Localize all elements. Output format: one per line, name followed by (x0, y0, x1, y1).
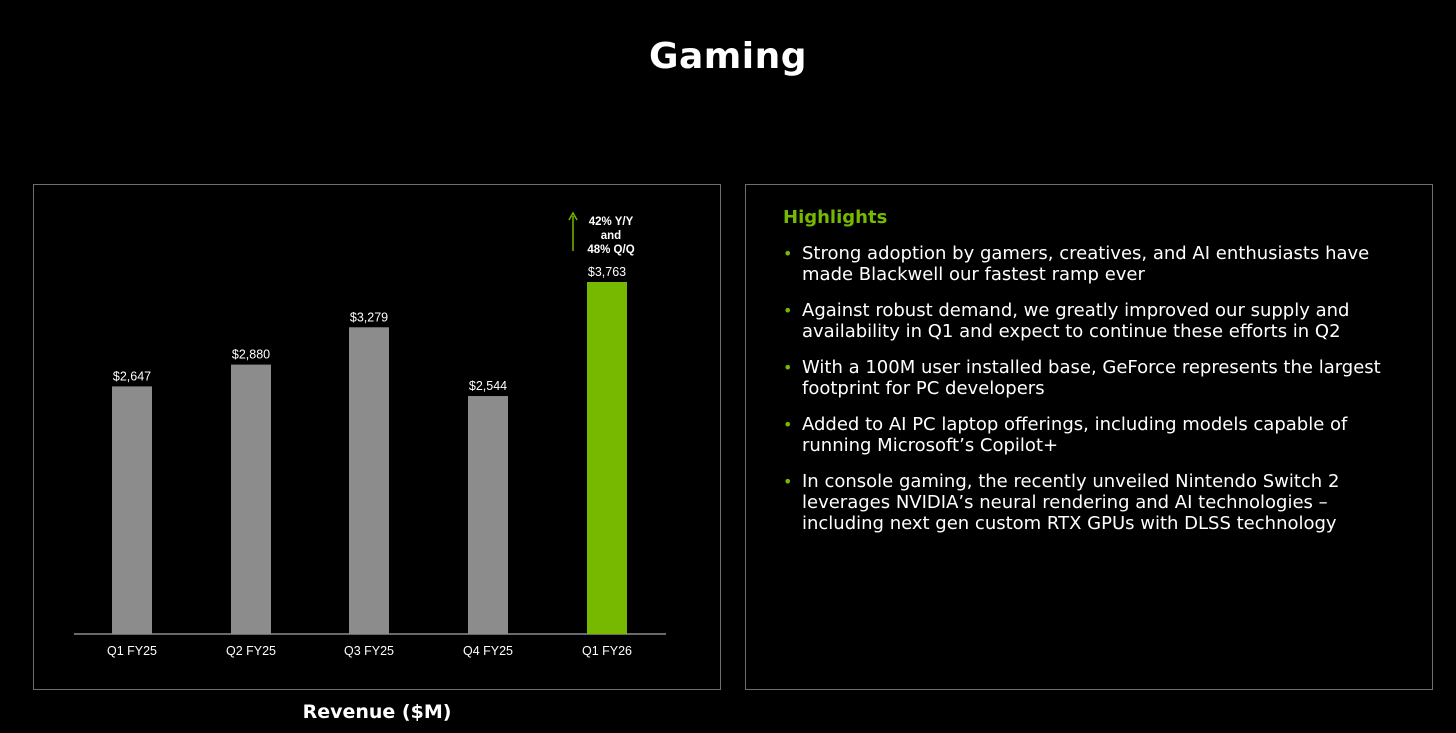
bullet-dot-icon: • (783, 472, 793, 491)
growth-annotation-line: and (601, 230, 621, 242)
growth-annotation-line: 48% Q/Q (587, 244, 634, 256)
highlight-text: With a 100M user installed base, GeForce… (802, 357, 1381, 399)
x-tick-label: Q3 FY25 (344, 644, 394, 658)
up-arrow-head-icon (568, 211, 578, 221)
bar-value-label: $2,544 (469, 379, 507, 393)
bullet-dot-icon: • (783, 301, 793, 320)
highlight-item: • In console gaming, the recently unveile… (783, 471, 1403, 534)
bullet-dot-icon: • (783, 244, 793, 263)
bar-value-label: $3,763 (588, 265, 626, 279)
bar (112, 386, 152, 634)
bar (231, 364, 271, 634)
bar (468, 396, 508, 634)
x-tick-label: Q2 FY25 (226, 644, 276, 658)
highlight-item: • Against robust demand, we greatly impro… (783, 300, 1403, 342)
x-tick-label: Q1 FY25 (107, 644, 157, 658)
x-tick-label: Q1 FY26 (582, 644, 632, 658)
highlights-panel: Highlights • Strong adoption by gamers, c… (745, 184, 1433, 690)
bullet-dot-icon: • (783, 358, 793, 377)
highlight-item: • Added to AI PC laptop offerings, includ… (783, 414, 1403, 456)
chart-panel: $2,647 Q1 FY25 $2,880 Q2 FY25 $3,279 Q3 FY25 $… (33, 184, 721, 690)
highlight-text: In console gaming, the recently unveiled… (802, 471, 1340, 534)
revenue-bar-chart: $2,647 Q1 FY25 $2,880 Q2 FY25 $3,279 Q3 FY25 $… (74, 211, 666, 658)
bullet-dot-icon: • (783, 415, 793, 434)
bar-value-label: $2,647 (113, 369, 151, 383)
page-title: Gaming (648, 36, 808, 77)
highlight-item: • Strong adoption by gamers, creatives, a… (783, 243, 1403, 285)
highlight-item: • With a 100M user installed base, GeForc… (783, 357, 1403, 399)
growth-annotation-line: 42% Y/Y (589, 216, 634, 228)
bar-value-label: $2,880 (232, 348, 270, 362)
highlight-text: Against robust demand, we greatly improv… (802, 300, 1350, 342)
bar (349, 327, 389, 634)
x-tick-label: Q4 FY25 (463, 644, 513, 658)
highlight-text: Added to AI PC laptop offerings, includi… (802, 414, 1348, 456)
highlights-title: Highlights (783, 207, 888, 228)
highlights-list: • Strong adoption by gamers, creatives, a… (783, 243, 1403, 549)
bar (587, 282, 627, 634)
bar-value-label: $3,279 (350, 310, 388, 324)
chart-xlabel: Revenue ($M) (302, 701, 452, 723)
highlight-text: Strong adoption by gamers, creatives, an… (802, 243, 1370, 285)
